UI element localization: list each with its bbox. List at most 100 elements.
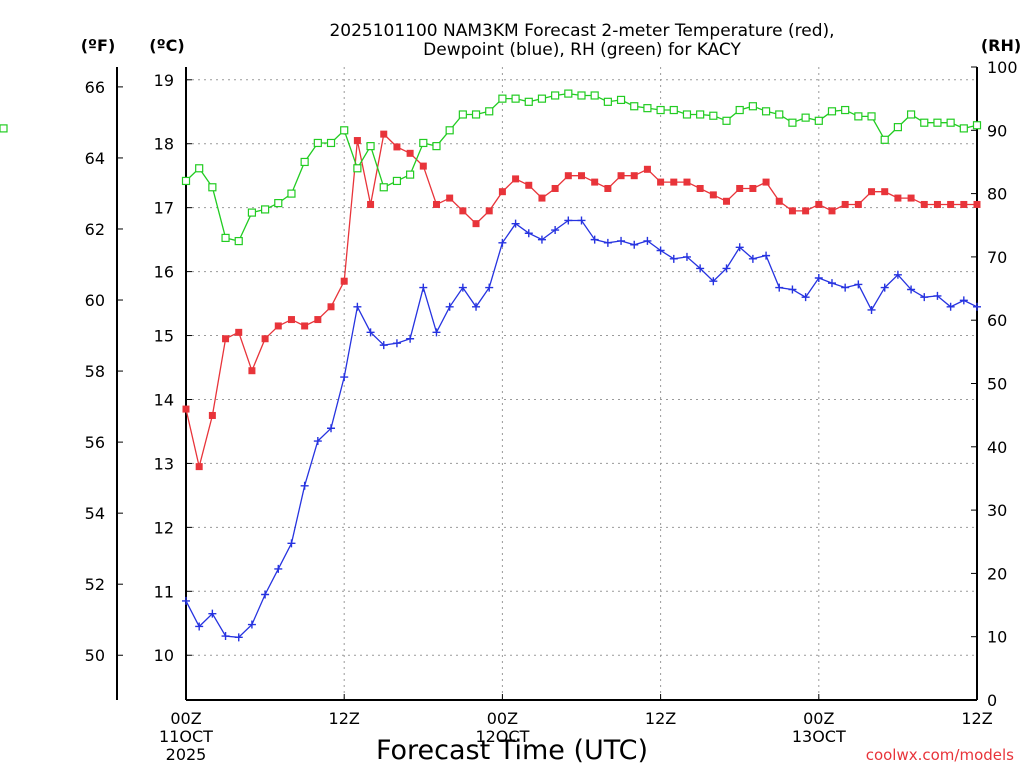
x-axis-label: Forecast Time (UTC) [376,735,648,766]
rh-tick-label: 70 [987,248,1007,267]
dewpoint-point [814,274,823,282]
rh-tick-label: 10 [987,628,1007,647]
dewpoint-point [537,235,546,244]
2-meter-temperature-point [920,200,928,208]
2-meter-temperature-point [670,178,678,186]
2-meter-temperature-point [195,463,203,471]
dewpoint-point [313,437,322,446]
rh-point [761,107,771,116]
dewpoint-point [893,270,902,279]
2-meter-temperature-point [419,162,427,170]
fahrenheit-unit-label: (ºF) [81,36,116,55]
2-meter-temperature-point [538,194,546,202]
x-tick-label: 00Z [170,709,201,728]
celsius-tick-label: 11 [154,582,174,601]
2-meter-temperature-point [881,188,889,196]
x-tick-label: 13OCT [792,727,846,746]
2-meter-temperature-point [683,178,691,186]
2-meter-temperature-point [406,149,414,157]
dewpoint-point [682,252,691,261]
2-meter-temperature-point [709,191,717,199]
rh-point [221,233,230,243]
rh-point [748,102,757,111]
x-tick-label: 12Z [645,709,676,728]
dewpoint-point [472,302,481,311]
2-meter-temperature-point [841,200,849,208]
2-meter-temperature-point [749,184,757,192]
dewpoint-point [564,216,573,225]
dewpoint-point [643,236,652,245]
2-meter-temperature-point [564,172,572,180]
2-meter-temperature-point [472,220,480,228]
title-line-2: Dewpoint (blue), RH (green) for KACY [423,40,741,60]
rh-point [406,170,415,179]
2-meter-temperature-point [512,175,520,183]
2-meter-temperature-point [828,207,836,215]
2-meter-temperature-point [432,200,440,208]
data-series [0,89,982,642]
2-meter-temperature-point [248,367,256,375]
dewpoint-point [406,334,415,343]
rh-point [366,142,375,151]
dewpoint-point [366,328,375,337]
x-tick-label: 2025 [166,745,207,764]
celsius-tick-label: 17 [154,199,174,218]
2-meter-temperature-point [815,200,823,208]
rh-point [485,107,494,116]
dewpoint-point [880,283,889,292]
rh-point [274,198,283,208]
x-tick-label: 00Z [803,709,834,728]
rh-point [392,176,402,186]
fahrenheit-tick-label: 62 [85,220,105,239]
rh-point [722,116,731,125]
celsius-tick-label: 14 [154,390,174,409]
dewpoint-point [617,236,626,245]
2-meter-temperature-point [182,405,190,413]
rh-point [946,118,955,127]
dewpoint-point [195,622,204,631]
2-meter-temperature-point [854,200,862,208]
dewpoint-point [445,302,454,311]
dewpoint-point [959,296,968,305]
dewpoint-point [274,564,283,573]
title-line-1: 2025101100 NAM3KM Forecast 2-meter Tempe… [329,21,834,41]
2-meter-temperature-point [235,328,243,336]
dewpoint-point [946,302,955,311]
2-meter-temperature-point [868,188,876,196]
2-meter-temperature-point [947,200,955,208]
dewpoint-point [762,251,771,260]
fahrenheit-tick-label: 56 [85,433,105,452]
dewpoint-point [973,302,981,311]
2-meter-temperature-point [762,178,770,186]
rh-point [867,112,876,121]
2-meter-temperature-point [353,137,361,145]
dewpoint-point [630,240,639,249]
2-meter-temperature-point [802,207,810,215]
dewpoint-point [300,481,309,490]
rh-point [524,97,533,106]
dewpoint-point [907,285,916,294]
rh-point [471,110,481,119]
dewpoint-point [419,283,428,292]
rh-point [827,107,837,116]
credit-link[interactable]: coolwx.com/models [866,746,1014,764]
dewpoint-point [656,246,665,255]
2-meter-temperature-point [380,130,388,138]
dewpoint-point [696,264,705,273]
dewpoint-point [221,632,230,641]
rh-point [616,95,626,105]
2-meter-temperature-point [446,194,454,202]
fahrenheit-tick-label: 66 [85,78,105,97]
dewpoint-point [340,373,349,382]
rh-point [959,124,968,133]
2-meter-temperature-point [287,316,295,324]
rh-tick-label: 50 [987,375,1007,394]
2-meter-temperature-point [775,197,783,205]
dewpoint-point [511,219,520,228]
dewpoint-point [182,596,190,605]
dewpoint-point [735,243,744,252]
axes [116,66,978,701]
celsius-tick-label: 19 [154,71,174,90]
dewpoint-point [327,424,336,433]
